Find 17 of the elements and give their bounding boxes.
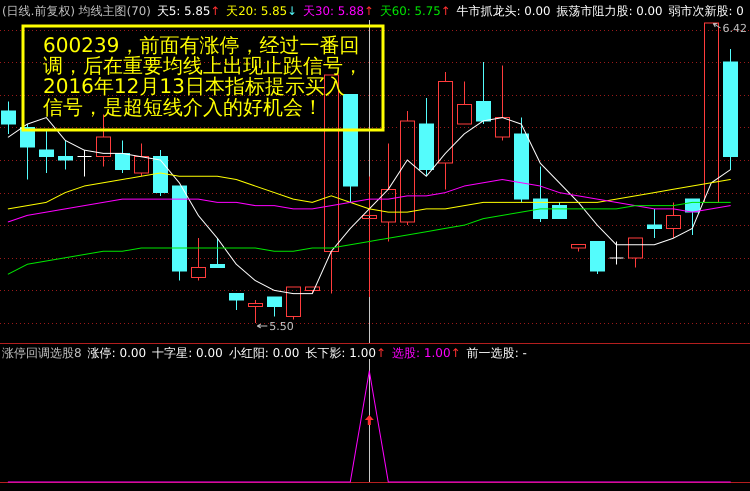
annotation: 6.42 xyxy=(722,22,747,35)
text: 小红阳: 0.00 xyxy=(228,346,300,360)
annotation: 5.50 xyxy=(269,320,294,333)
text: 十字星: 0.00 xyxy=(152,346,223,360)
chart-title: (日线.前复权) 均线主图(70) xyxy=(2,4,151,18)
text: 天5: 5.85↑ xyxy=(156,4,220,18)
text: 涨停: 0.00 xyxy=(88,346,146,360)
text: 天60: 5.75↑ xyxy=(380,4,451,18)
chart-title: 涨停回调选股8 xyxy=(2,346,82,360)
text: 长下影: 1.00↑ xyxy=(305,346,386,360)
text: 前一选股: - xyxy=(466,346,527,360)
text: 选股: 1.00↑ xyxy=(392,346,461,360)
text: 弱市次新股: 0 xyxy=(668,4,744,18)
text: 振荡市阻力股: 0.00 xyxy=(556,4,663,18)
text: 天30: 5.88↑ xyxy=(303,4,374,18)
text: 牛市抓龙头: 0.00 xyxy=(456,4,551,18)
text: 天20: 5.85↓ xyxy=(226,4,298,18)
